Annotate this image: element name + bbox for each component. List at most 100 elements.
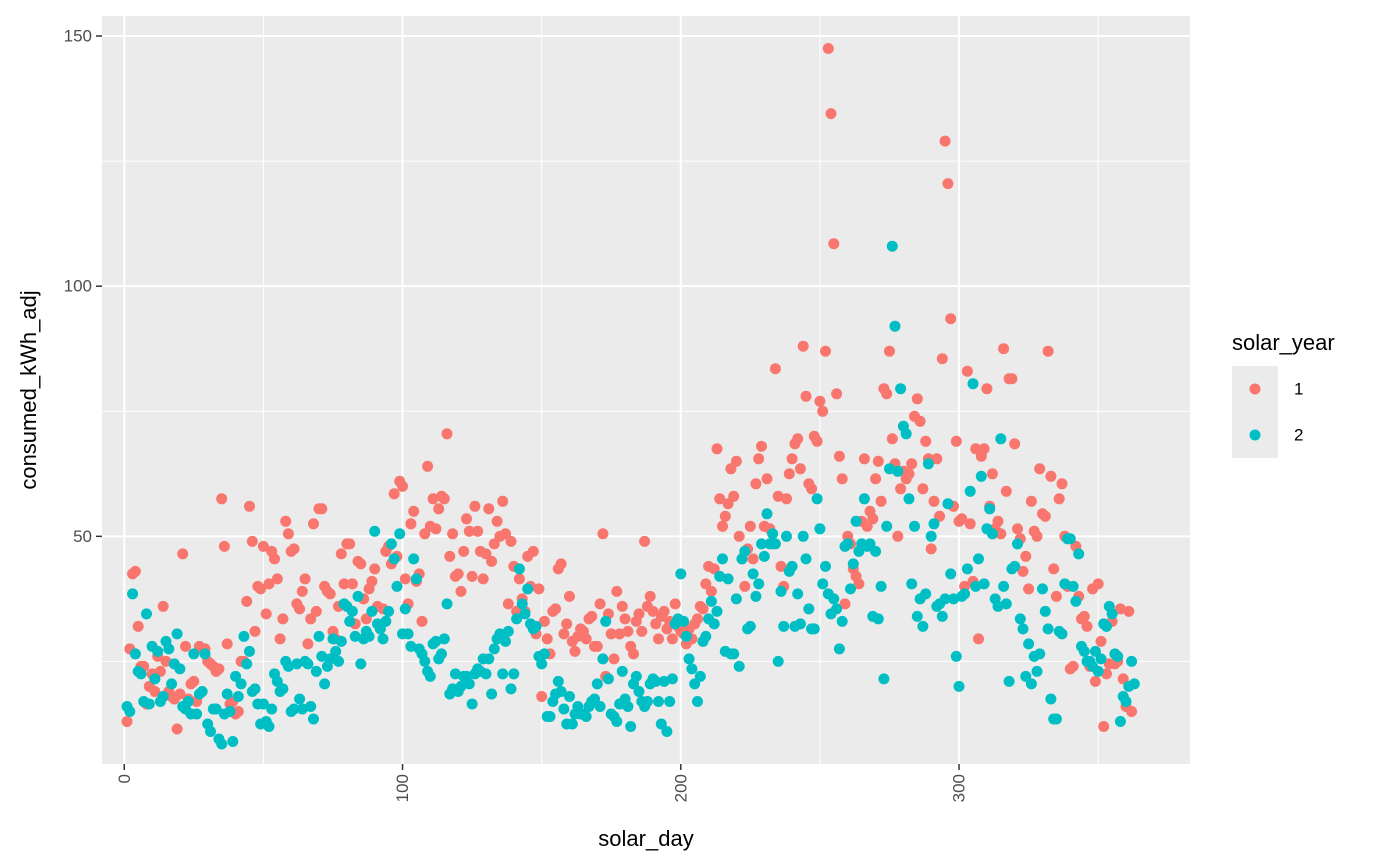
data-point-year-1 xyxy=(488,538,500,550)
data-point-year-2 xyxy=(257,698,269,710)
data-point-year-1 xyxy=(1123,605,1135,617)
data-point-year-2 xyxy=(1017,623,1029,635)
data-point-year-1 xyxy=(1089,675,1101,687)
data-point-year-1 xyxy=(636,625,648,637)
data-point-year-1 xyxy=(772,490,784,502)
data-point-year-2 xyxy=(486,688,498,700)
data-point-year-2 xyxy=(895,383,907,395)
data-point-year-2 xyxy=(383,605,395,617)
data-point-year-2 xyxy=(886,240,898,252)
data-point-year-1 xyxy=(756,440,767,452)
data-point-year-2 xyxy=(842,538,854,550)
data-point-year-2 xyxy=(502,625,514,637)
data-point-year-2 xyxy=(536,658,548,670)
legend: solar_year 12 xyxy=(1232,330,1335,458)
data-point-year-2 xyxy=(666,673,678,685)
y-tick-label: 100 xyxy=(64,277,92,296)
data-point-year-2 xyxy=(1126,655,1138,667)
data-point-year-2 xyxy=(335,635,347,647)
data-point-year-2 xyxy=(870,545,882,557)
data-point-year-2 xyxy=(1012,538,1023,550)
data-point-year-1 xyxy=(895,483,907,495)
data-point-year-2 xyxy=(182,696,194,707)
data-point-year-2 xyxy=(394,528,406,540)
data-point-year-1 xyxy=(564,590,575,602)
data-point-year-2 xyxy=(210,703,222,715)
data-point-year-1 xyxy=(591,640,603,652)
data-point-year-1 xyxy=(911,393,923,405)
data-point-year-2 xyxy=(1101,620,1112,632)
data-point-year-2 xyxy=(244,645,255,657)
data-point-year-1 xyxy=(538,615,550,627)
data-point-year-2 xyxy=(730,593,742,605)
data-point-year-2 xyxy=(722,573,734,585)
axes: 0 100 200 300 50 100 150 xyxy=(64,27,969,803)
data-point-year-2 xyxy=(149,673,161,685)
data-point-year-1 xyxy=(550,603,562,615)
data-point-year-1 xyxy=(1056,478,1068,490)
data-point-year-2 xyxy=(975,470,987,482)
data-point-year-2 xyxy=(602,673,614,685)
data-point-year-2 xyxy=(998,580,1010,592)
data-point-year-1 xyxy=(121,716,133,727)
data-point-year-2 xyxy=(661,726,673,737)
data-point-year-2 xyxy=(939,593,951,605)
data-point-year-1 xyxy=(458,545,470,557)
data-point-year-1 xyxy=(839,598,851,610)
data-point-year-2 xyxy=(708,618,720,630)
data-point-year-1 xyxy=(369,563,381,575)
data-point-year-1 xyxy=(1095,635,1107,647)
data-point-year-2 xyxy=(744,620,756,632)
data-point-year-2 xyxy=(959,588,971,600)
data-point-year-2 xyxy=(836,615,848,627)
data-point-year-2 xyxy=(658,675,670,687)
data-point-year-2 xyxy=(241,658,253,670)
data-point-year-2 xyxy=(781,530,792,542)
data-point-year-2 xyxy=(174,663,186,675)
data-point-year-1 xyxy=(717,520,728,532)
data-point-year-1 xyxy=(942,178,954,190)
data-point-year-2 xyxy=(308,713,319,725)
data-point-year-2 xyxy=(316,650,328,662)
data-point-year-2 xyxy=(889,320,901,332)
data-point-year-1 xyxy=(1045,470,1057,482)
data-point-year-1 xyxy=(792,433,804,445)
data-point-year-2 xyxy=(224,706,236,717)
data-point-year-2 xyxy=(600,615,612,627)
data-point-year-2 xyxy=(497,668,509,680)
data-point-year-1 xyxy=(527,545,539,557)
data-point-year-1 xyxy=(886,433,898,445)
data-point-year-2 xyxy=(664,696,676,707)
data-point-year-2 xyxy=(948,593,959,605)
data-point-year-1 xyxy=(461,513,472,525)
data-point-year-2 xyxy=(296,703,308,715)
data-point-year-1 xyxy=(1012,523,1023,535)
data-point-year-2 xyxy=(430,635,442,647)
data-point-year-2 xyxy=(970,580,982,592)
data-point-year-2 xyxy=(555,686,567,697)
data-point-year-1 xyxy=(950,435,962,447)
data-point-year-2 xyxy=(143,698,155,710)
data-point-year-2 xyxy=(344,615,356,627)
data-point-year-2 xyxy=(961,563,973,575)
data-point-year-1 xyxy=(1126,706,1138,717)
data-point-year-1 xyxy=(505,535,517,547)
data-point-year-1 xyxy=(658,605,670,617)
data-point-year-2 xyxy=(967,378,979,390)
data-point-year-2 xyxy=(419,655,431,667)
x-axis-title: solar_day xyxy=(598,826,693,851)
data-point-year-2 xyxy=(964,485,976,497)
data-point-year-1 xyxy=(541,633,553,645)
data-point-year-2 xyxy=(263,721,275,732)
data-point-year-2 xyxy=(410,573,422,585)
data-point-year-1 xyxy=(945,313,957,325)
data-point-year-1 xyxy=(149,686,161,697)
data-point-year-2 xyxy=(591,678,603,690)
data-point-year-2 xyxy=(235,678,247,690)
data-point-year-1 xyxy=(608,653,620,665)
data-point-year-1 xyxy=(825,108,837,120)
data-point-year-2 xyxy=(758,550,770,562)
data-point-year-1 xyxy=(308,518,319,530)
data-point-year-1 xyxy=(269,553,280,565)
data-point-year-2 xyxy=(653,696,664,707)
